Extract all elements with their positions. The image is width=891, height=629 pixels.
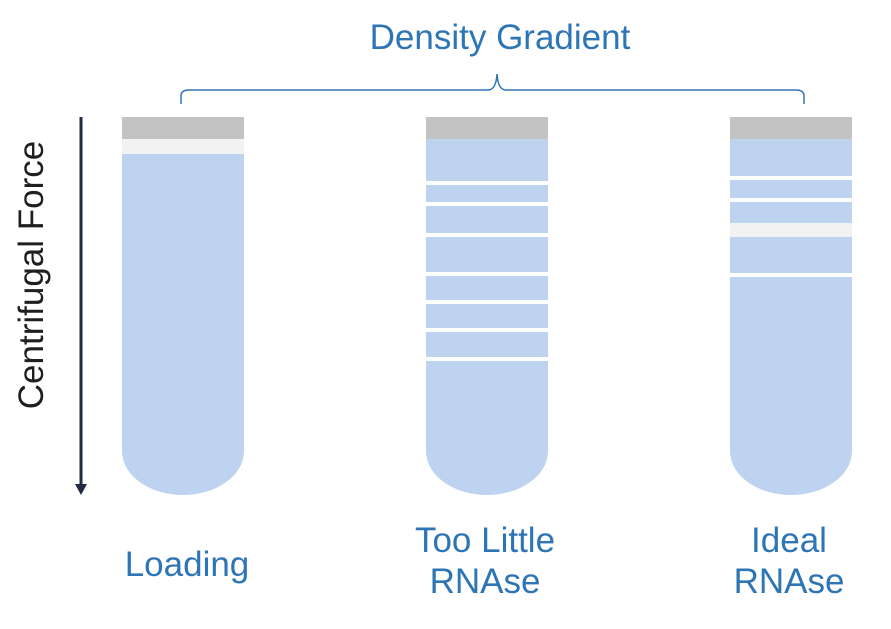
polysome-band [426,357,548,361]
polysome-band [426,300,548,304]
tube-ideal-rnase [730,117,852,495]
polysome-band [426,272,548,276]
caption-too-little-rnase: Too Little RNAse [375,520,595,602]
tube-cap [730,117,852,139]
polysome-band [730,273,852,277]
tube-gradient [426,139,548,495]
caption-loading: Loading [77,544,297,585]
caption-line: RNAse [429,562,541,601]
arrow-head-icon [75,484,87,495]
tube-loading [122,117,244,495]
caption-line: Loading [124,545,250,584]
polysome-band [426,202,548,206]
diagram-title: Density Gradient [369,18,631,57]
caption-line: RNAse [733,562,845,601]
polysome-band [426,181,548,185]
polysome-band [426,233,548,237]
caption-line: Too Little [414,521,556,560]
caption-ideal-rnase: Ideal RNAse [679,520,891,602]
polysome-band [730,198,852,202]
polysome-band [426,328,548,332]
monosome-band [730,223,852,237]
polysome-band [730,176,852,180]
caption-line: Ideal [751,521,827,560]
tube-too-little-rnase [426,117,548,495]
loaded-sample-band [122,139,244,154]
tube-cap [426,117,548,139]
centrifugal-force-label: Centrifugal Force [12,140,51,410]
tube-gradient [122,154,244,495]
tube-gradient [730,139,852,495]
gradient-bracket [180,73,805,104]
tube-cap [122,117,244,139]
